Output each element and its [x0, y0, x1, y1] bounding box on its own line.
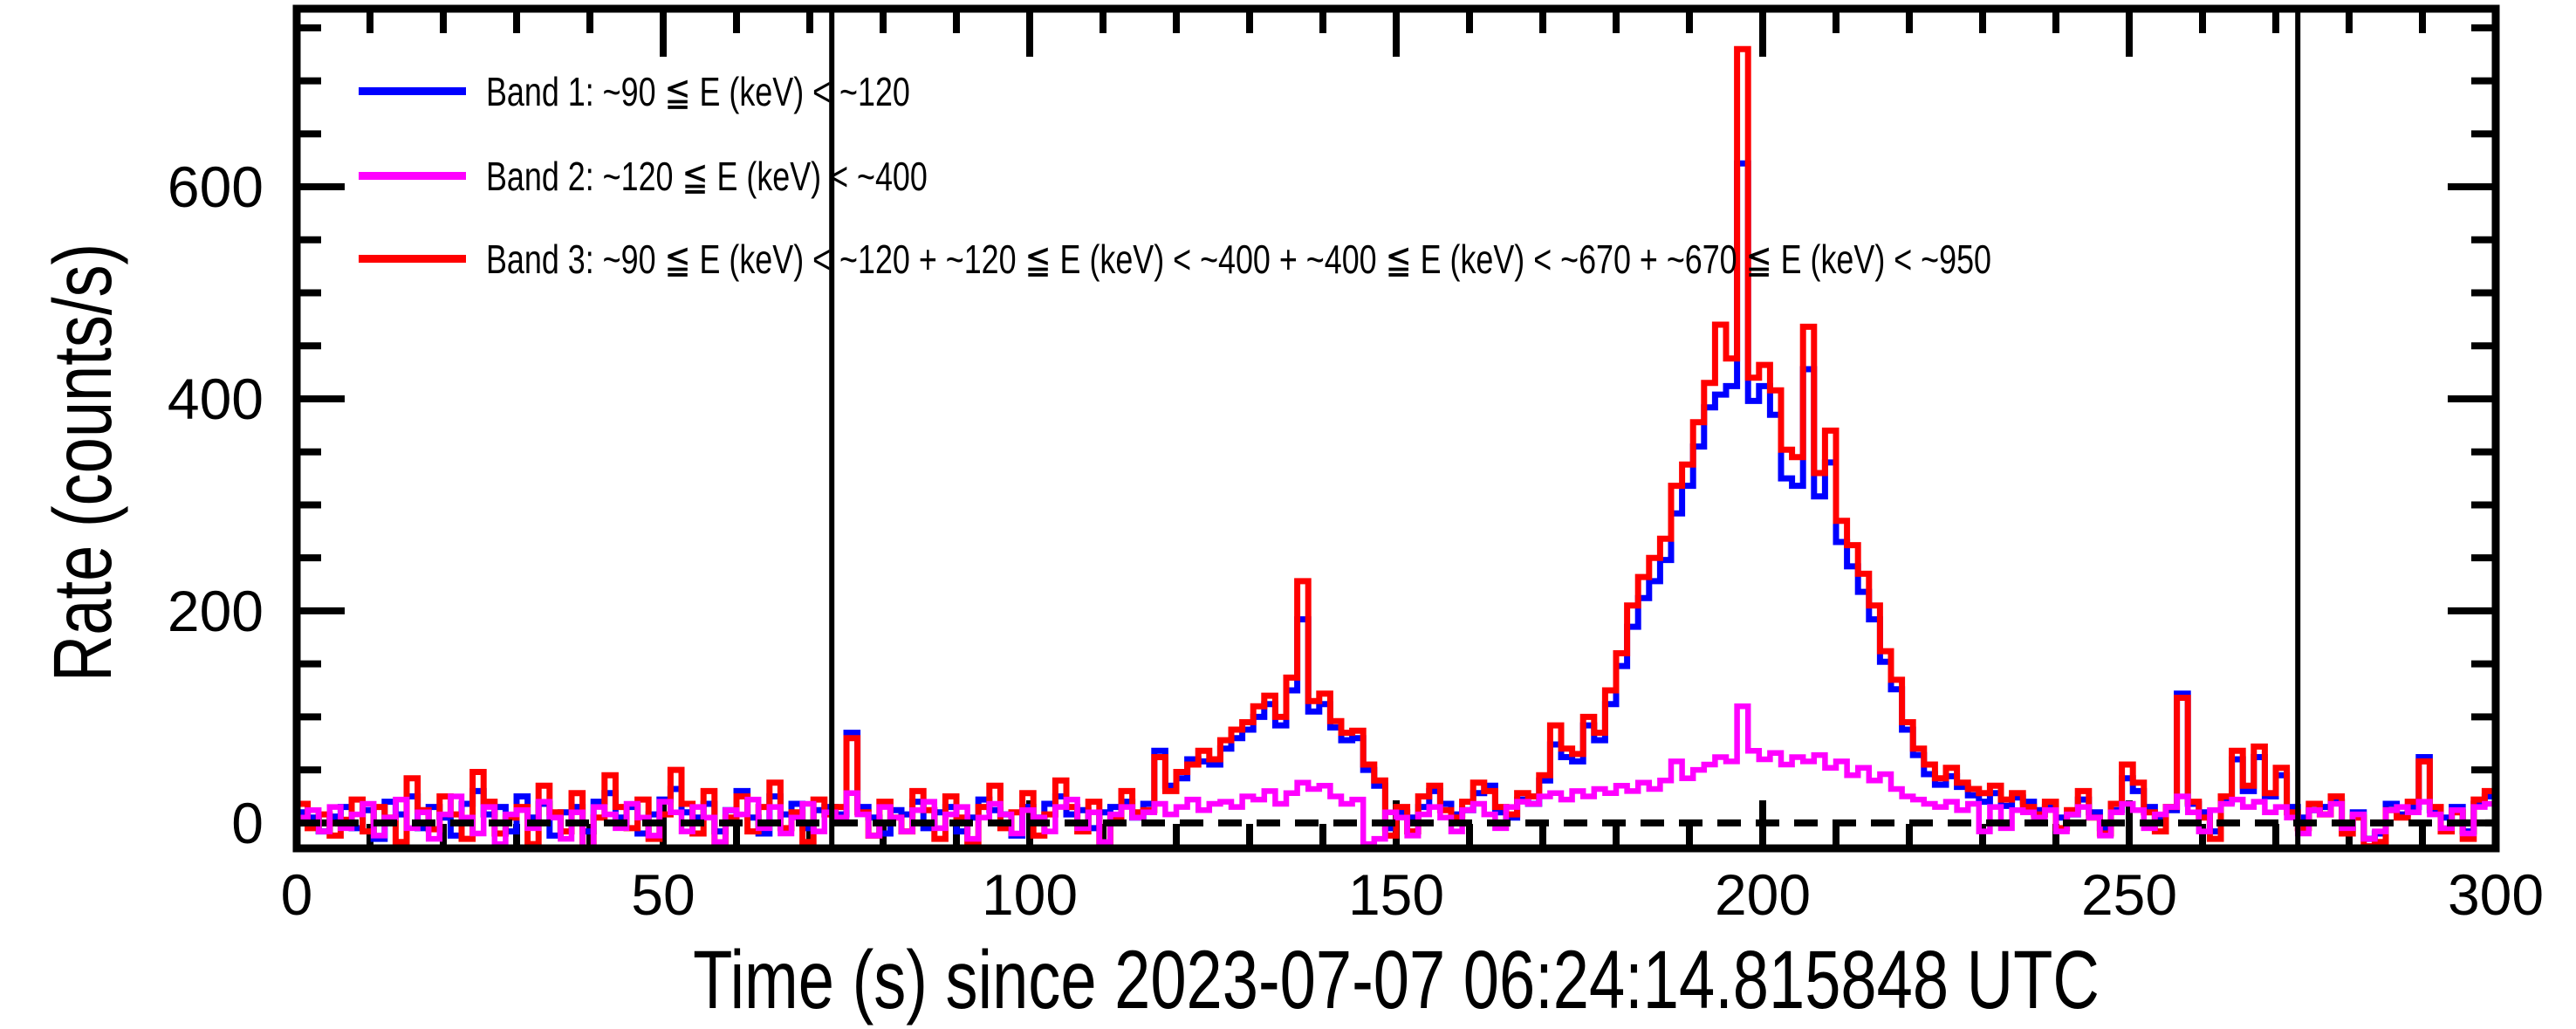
y-tick-label: 400	[168, 367, 264, 431]
y-tick-label: 0	[231, 791, 264, 855]
band1-legend-swatch	[359, 87, 466, 95]
band2-legend-swatch	[359, 172, 466, 180]
band3-legend-swatch	[359, 255, 466, 263]
x-tick-label: 200	[1715, 862, 1811, 927]
series-line-band3	[299, 45, 2493, 846]
band2-legend-label: Band 2: ~120 ≦ E (keV) < ~400	[486, 154, 928, 199]
plot-frame	[292, 4, 2500, 853]
band3-legend-label: Band 3: ~90 ≦ E (keV) < ~120 + ~120 ≦ E …	[486, 237, 1991, 282]
x-tick-label: 0	[281, 862, 313, 927]
data-series	[299, 45, 2493, 846]
legend-item-band2: Band 2: ~120 ≦ E (keV) < ~400	[0, 152, 2576, 201]
series-line-band2	[299, 703, 2493, 846]
axis-ticks	[293, 9, 2499, 848]
y-tick-label: 600	[168, 154, 264, 219]
x-tick-label: 300	[2448, 862, 2544, 927]
x-tick-label: 150	[1348, 862, 1444, 927]
x-tick-label: 50	[631, 862, 695, 927]
y-tick-label: 200	[168, 579, 264, 643]
band1-legend-label: Band 1: ~90 ≦ E (keV) < ~120	[486, 69, 910, 114]
legend-item-band3: Band 3: ~90 ≦ E (keV) < ~120 + ~120 ≦ E …	[0, 235, 2576, 284]
tick-labels: 0 50 100 150 200 250 300 0 200 400 600	[168, 154, 2544, 927]
x-tick-label: 100	[982, 862, 1078, 927]
x-axis-title: Time (s) since 2023-07-07 06:24:14.81584…	[693, 934, 2100, 1026]
legend-item-band1: Band 1: ~90 ≦ E (keV) < ~120	[0, 67, 2576, 116]
x-tick-label: 250	[2081, 862, 2177, 927]
